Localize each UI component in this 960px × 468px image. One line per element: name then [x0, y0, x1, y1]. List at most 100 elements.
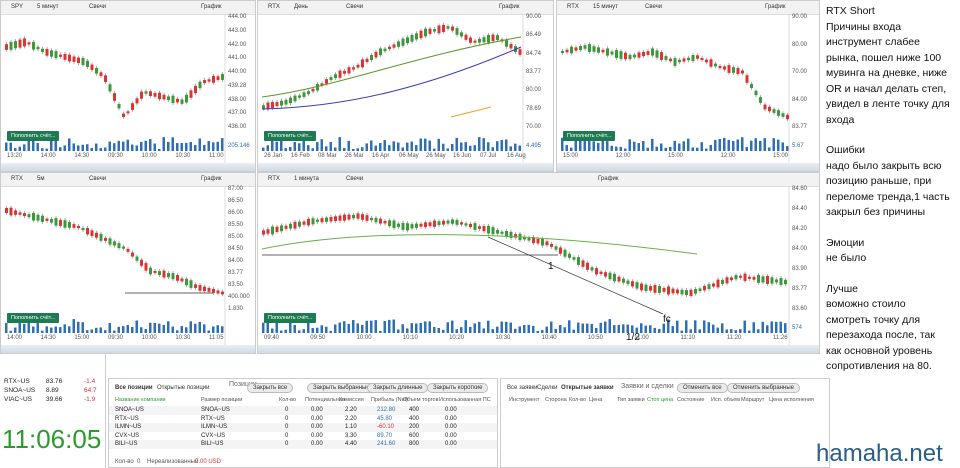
volume-bar [347, 140, 350, 151]
table-cell: 3.30 [345, 432, 357, 439]
volume-bar [329, 142, 332, 151]
candle-body [579, 46, 582, 50]
volume-bar [392, 319, 395, 333]
candle-body [325, 79, 328, 84]
tab[interactable]: Открытые позиции [157, 385, 210, 391]
volume-bar [293, 324, 296, 333]
candle-body [732, 67, 735, 73]
volume-bar [212, 326, 215, 333]
volume-bar [90, 147, 93, 151]
notes-line: как основной уровень [826, 344, 933, 357]
table-cell: 45.80 [377, 415, 393, 422]
volume-bar [9, 330, 12, 333]
column-header: Кол-во [569, 397, 587, 403]
volume-bar [176, 330, 179, 333]
candle-body [338, 215, 342, 221]
tab[interactable]: Все заявки [507, 385, 538, 391]
column-header: Потенциальная [305, 397, 345, 403]
table-cell: 2.20 [345, 415, 357, 422]
volume-bar [518, 145, 521, 151]
action-button[interactable]: Отменить выбранные [727, 383, 800, 393]
time-label: 12:00 [615, 153, 631, 159]
volume-bar [559, 325, 562, 333]
volume-bar [777, 139, 780, 151]
candle-body [27, 42, 31, 45]
header-symbol[interactable]: SPY [11, 4, 24, 10]
notes-paragraph: Причины входа инструмент слабее рынка, пош… [826, 20, 960, 129]
time-label: 11:00 [634, 335, 649, 341]
candle-body [374, 51, 378, 58]
table-cell: 600 [409, 432, 420, 439]
candle-body [464, 223, 468, 226]
orders-panel: Все заявки Сделки Открытые заявки Заявки и … [500, 378, 830, 468]
deposit-button[interactable]: Пополнить счёт... [264, 131, 317, 141]
action-button[interactable]: Отменить все [677, 383, 728, 393]
candle-body [685, 290, 688, 295]
candle-body [676, 289, 679, 294]
positions-title: Позиции [229, 381, 257, 388]
tab[interactable]: Все позиции [115, 385, 153, 391]
time-label: 16 Apr [372, 153, 390, 159]
volume-bar [473, 145, 476, 151]
notes-line: надо было закрыть всю [826, 159, 942, 172]
candle-body [72, 224, 76, 228]
panel-header: RTX 1 минута Свечи График [258, 173, 819, 187]
volume-bar [410, 141, 413, 151]
deposit-button[interactable]: Пополнить счёт... [7, 131, 60, 141]
volume-bar [615, 146, 618, 151]
watchlist-cell[interactable]: RTX~US [4, 378, 30, 385]
deposit-button[interactable]: Пополнить счёт... [563, 131, 616, 141]
watchlist-cell[interactable]: SNOA~US [4, 387, 36, 394]
table-cell: 1.10 [345, 424, 357, 430]
action-button[interactable]: Закрыть длинные [367, 383, 429, 393]
watchlist-cell: -1.4 [84, 378, 96, 385]
action-button[interactable]: Закрыть короткие [427, 383, 489, 393]
notes-line: позицию раньше, при [826, 175, 932, 187]
header-symbol[interactable]: RTX [11, 176, 23, 182]
header-symbol[interactable]: RTX [567, 4, 579, 10]
volume-bar [27, 140, 30, 151]
volume-bar [221, 138, 224, 151]
volume-bar [352, 320, 355, 333]
watchlist-cell[interactable]: VIAC~US [4, 396, 32, 403]
header-symbol[interactable]: RTX [268, 176, 280, 182]
header-symbol[interactable]: RTX [268, 4, 280, 10]
volume-bar [714, 139, 717, 151]
candle-body [689, 289, 693, 296]
candle-body [482, 226, 486, 232]
watermark: hamaha.net [816, 440, 943, 467]
candle-body [766, 275, 769, 284]
watchlist: RTX~US 83.76 -1.4 SNOA~US 8.89 64.7 VIAC~US 39.… [0, 354, 106, 468]
tab[interactable]: Открытые заявки [561, 385, 614, 391]
volume-bar [523, 325, 526, 333]
candle-body [561, 50, 564, 54]
time-label: 10:10 [402, 335, 418, 341]
volume-bar [732, 140, 735, 151]
volume-bar [597, 142, 600, 151]
deposit-button[interactable]: Пополнить счёт... [264, 313, 317, 323]
tab[interactable]: Сделки [537, 385, 558, 391]
volume-bar [725, 329, 728, 333]
volume-bar [685, 320, 688, 333]
candle-body [714, 63, 717, 67]
volume-bar [149, 322, 152, 333]
volume-bar [673, 140, 676, 151]
candle-body [401, 38, 405, 46]
volume-bar [433, 148, 436, 151]
candle-body [608, 272, 612, 280]
volume-bar [691, 147, 694, 151]
volume-bar [338, 322, 341, 333]
candle-body [505, 39, 508, 47]
action-button[interactable]: Закрыть все [247, 383, 294, 393]
deposit-button[interactable]: Пополнить счёт... [7, 313, 60, 323]
action-button[interactable]: Закрыть выбранные [307, 383, 376, 393]
candle-body [725, 277, 729, 284]
candle-body [730, 277, 733, 281]
column-header: Цена [589, 397, 603, 403]
volume-bar [293, 141, 296, 151]
footer-text: Кол-во [115, 459, 134, 465]
candle-body [734, 275, 738, 280]
column-header: Стоп цена [647, 397, 674, 403]
time-label: 09:30 [108, 335, 124, 341]
candle-body [615, 50, 618, 58]
